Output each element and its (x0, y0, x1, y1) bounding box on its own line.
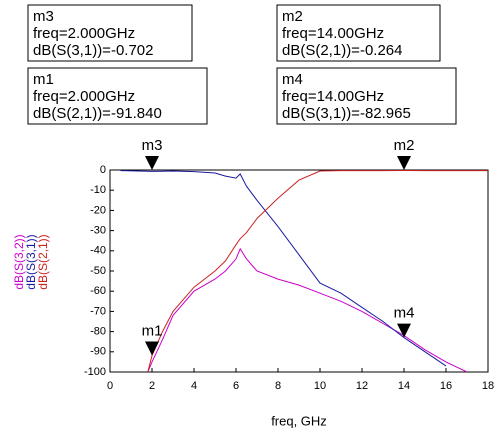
y-tick-label: -90 (90, 346, 106, 358)
marker-freq: freq=14.00GHz (282, 25, 384, 42)
marker-freq: freq=14.00GHz (282, 88, 384, 105)
x-tick-label: 2 (149, 380, 155, 392)
marker-name: m2 (282, 8, 303, 25)
marker-triangle (145, 341, 159, 356)
y-tick-label: -50 (90, 265, 106, 277)
series-line (120, 170, 447, 367)
marker-triangle (397, 156, 411, 170)
x-tick-label: 0 (107, 380, 113, 392)
marker-readout: dB(S(2,1))=-0.264 (282, 42, 402, 59)
marker-readout: dB(S(2,1))=-91.840 (33, 105, 162, 122)
y-tick-label: -70 (90, 305, 106, 317)
x-tick-label: 10 (314, 380, 326, 392)
y-tick-label: -80 (90, 326, 106, 338)
x-tick-label: 18 (482, 380, 494, 392)
y-tick-label: -20 (90, 204, 106, 216)
y-axis-label: dB(S(3,1)) (24, 234, 38, 289)
marker-box (276, 67, 457, 125)
x-tick-label: 12 (356, 380, 368, 392)
y-axis-label: dB(S(3,2)) (12, 234, 26, 289)
x-tick-label: 16 (440, 380, 452, 392)
marker-box (27, 4, 193, 62)
marker-name: m3 (33, 8, 54, 25)
marker-name: m4 (282, 71, 303, 88)
series-line (147, 247, 468, 372)
marker-label: m3 (142, 137, 163, 154)
y-tick-label: -60 (90, 285, 106, 297)
marker-label: m2 (394, 137, 415, 154)
x-tick-label: 8 (275, 380, 281, 392)
marker-label: m1 (142, 322, 163, 339)
y-tick-label: -10 (90, 184, 106, 196)
marker-readout: dB(S(3,1))=-0.702 (33, 42, 153, 59)
plot-frame (109, 169, 489, 373)
marker-name: m1 (33, 71, 54, 88)
x-tick-label: 4 (191, 380, 197, 392)
y-tick-label: -30 (90, 225, 106, 237)
x-tick-label: 6 (233, 380, 239, 392)
x-tick-label: 14 (398, 380, 410, 392)
marker-box (27, 67, 208, 125)
marker-label: m4 (394, 305, 415, 322)
x-axis-label: freq, GHz (271, 413, 327, 428)
marker-triangle (145, 156, 159, 170)
y-tick-label: 0 (100, 164, 106, 176)
marker-triangle (397, 323, 411, 338)
marker-readout: dB(S(3,1))=-82.965 (282, 105, 411, 122)
y-tick-label: -40 (90, 245, 106, 257)
y-tick-label: -100 (84, 366, 106, 378)
y-axis-label: dB(S(2,1)) (36, 234, 50, 289)
marker-freq: freq=2.000GHz (33, 88, 135, 105)
series-line (147, 170, 488, 372)
marker-freq: freq=2.000GHz (33, 25, 135, 42)
marker-box (276, 4, 441, 62)
